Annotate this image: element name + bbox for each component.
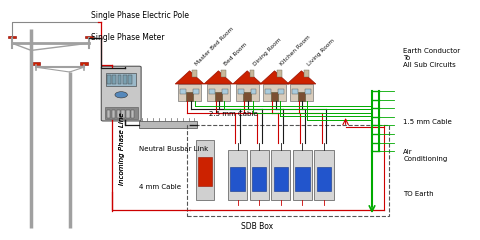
Bar <box>207 84 230 101</box>
Bar <box>192 70 197 77</box>
Bar <box>139 121 197 128</box>
Bar <box>198 157 212 186</box>
Bar <box>317 167 331 191</box>
Text: TO Earth: TO Earth <box>403 192 434 197</box>
Bar <box>186 92 193 101</box>
FancyBboxPatch shape <box>101 66 141 121</box>
Bar <box>293 150 312 200</box>
Bar <box>228 150 247 200</box>
Bar <box>123 75 127 84</box>
Bar <box>106 73 136 86</box>
Polygon shape <box>233 71 262 84</box>
Bar <box>32 62 40 65</box>
Text: Incoming Phase Line: Incoming Phase Line <box>120 113 125 185</box>
Bar <box>243 92 251 101</box>
Bar <box>250 70 254 77</box>
Text: Master Bed Room: Master Bed Room <box>194 27 235 67</box>
Polygon shape <box>175 71 204 84</box>
Bar <box>222 89 228 94</box>
Text: Single Phase Meter: Single Phase Meter <box>91 33 165 42</box>
Bar <box>295 167 310 191</box>
Bar <box>215 92 222 101</box>
Circle shape <box>115 92 128 98</box>
Bar <box>85 36 93 38</box>
Bar <box>131 110 134 118</box>
Bar <box>236 84 259 101</box>
Bar <box>107 75 111 84</box>
Bar <box>298 92 305 101</box>
Text: 2.5 mm Cable: 2.5 mm Cable <box>209 111 257 117</box>
Bar <box>314 150 334 200</box>
Text: Living Room: Living Room <box>306 38 336 67</box>
Bar <box>209 89 215 94</box>
Bar <box>277 70 282 77</box>
Bar <box>112 110 115 118</box>
Bar <box>290 84 313 101</box>
Bar <box>304 70 309 77</box>
Bar <box>278 89 284 94</box>
Bar <box>263 84 286 101</box>
Bar <box>305 89 311 94</box>
Bar <box>196 140 214 200</box>
Bar <box>118 75 121 84</box>
Text: Dining Room: Dining Room <box>252 37 282 67</box>
Text: Single Phase Electric Pole: Single Phase Electric Pole <box>91 11 189 20</box>
Polygon shape <box>204 71 233 84</box>
Bar <box>121 110 125 118</box>
Text: Kitchen Room: Kitchen Room <box>279 35 312 67</box>
Bar <box>238 89 244 94</box>
Bar <box>117 110 120 118</box>
Text: Earth Conductor
To
All Sub Circuits: Earth Conductor To All Sub Circuits <box>403 48 460 68</box>
Bar <box>274 167 288 191</box>
Text: Incoming Phase Line: Incoming Phase Line <box>120 113 125 185</box>
Bar <box>271 92 278 101</box>
Bar <box>112 75 116 84</box>
Bar <box>80 62 88 65</box>
Bar <box>180 89 186 94</box>
Polygon shape <box>287 71 316 84</box>
Text: Bed Room: Bed Room <box>223 42 248 67</box>
Bar <box>105 107 138 119</box>
Text: Neutral Busbar Link: Neutral Busbar Link <box>139 146 208 152</box>
Bar <box>107 110 110 118</box>
Bar <box>265 89 271 94</box>
Bar <box>250 150 269 200</box>
Bar <box>292 89 298 94</box>
Bar <box>126 110 130 118</box>
Text: Air
Conditioning: Air Conditioning <box>403 150 447 162</box>
Bar <box>193 89 199 94</box>
Bar <box>221 70 226 77</box>
Bar <box>128 75 132 84</box>
Bar <box>230 167 245 191</box>
Bar <box>187 125 389 216</box>
Text: 1.5 mm Cable: 1.5 mm Cable <box>403 120 452 125</box>
Polygon shape <box>260 71 289 84</box>
Text: 4 mm Cable: 4 mm Cable <box>139 184 181 190</box>
Bar <box>271 150 290 200</box>
Bar <box>178 84 201 101</box>
Bar <box>8 36 16 38</box>
Bar <box>252 167 266 191</box>
Text: SDB Box: SDB Box <box>241 222 273 231</box>
Bar <box>251 89 256 94</box>
